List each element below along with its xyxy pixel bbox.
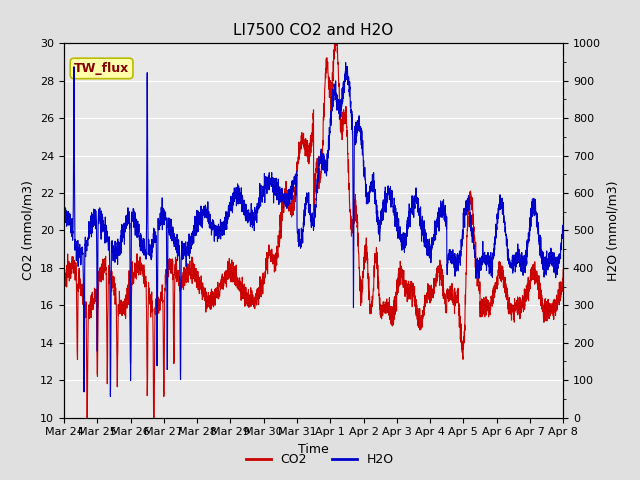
Title: LI7500 CO2 and H2O: LI7500 CO2 and H2O <box>234 23 394 38</box>
Text: TW_flux: TW_flux <box>74 62 129 75</box>
Legend: CO2, H2O: CO2, H2O <box>241 448 399 471</box>
Y-axis label: CO2 (mmol/m3): CO2 (mmol/m3) <box>22 180 35 280</box>
X-axis label: Time: Time <box>298 443 329 456</box>
Y-axis label: H2O (mmol/m3): H2O (mmol/m3) <box>607 180 620 281</box>
